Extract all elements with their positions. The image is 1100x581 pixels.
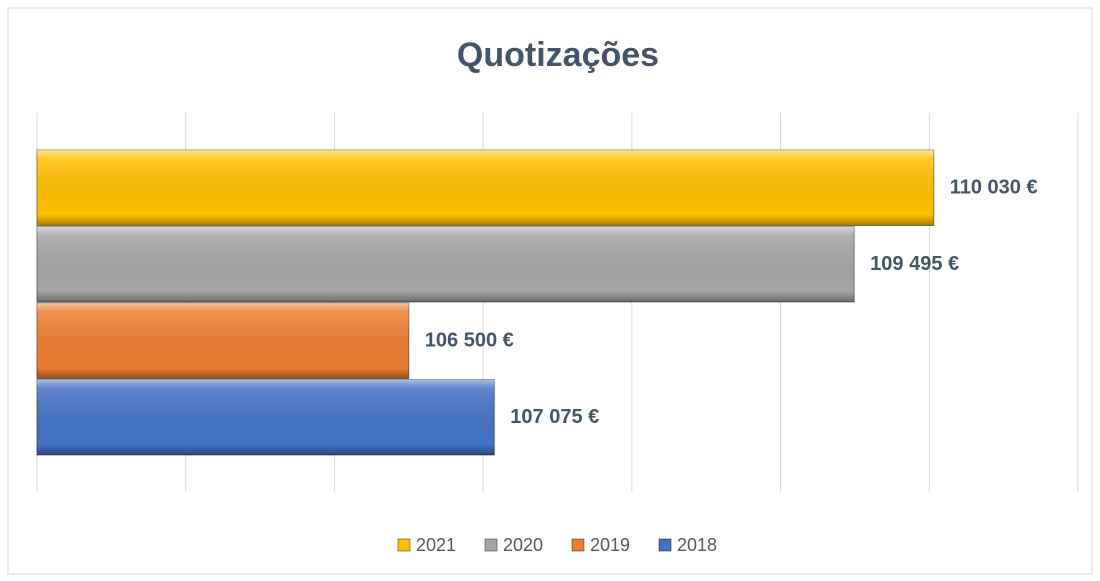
legend-swatch: [397, 538, 411, 552]
bar-bevel: [37, 379, 495, 455]
legend-label: 2021: [416, 535, 456, 555]
legend-label: 2019: [590, 535, 630, 555]
legend-label: 2018: [677, 535, 717, 555]
bar-bevel: [37, 226, 855, 302]
bar-bevel: [37, 303, 409, 379]
data-label: 110 030 €: [950, 177, 1038, 199]
chart-title: Quotizações: [457, 36, 659, 74]
data-label: 109 495 €: [870, 253, 959, 275]
data-label: 107 075 €: [510, 406, 599, 428]
legend-swatch: [484, 538, 498, 552]
bar-bevel: [37, 150, 934, 226]
data-label: 106 500 €: [425, 330, 514, 352]
legend-swatch: [571, 538, 585, 552]
legend-swatch: [658, 538, 672, 552]
legend-label: 2020: [503, 535, 543, 555]
